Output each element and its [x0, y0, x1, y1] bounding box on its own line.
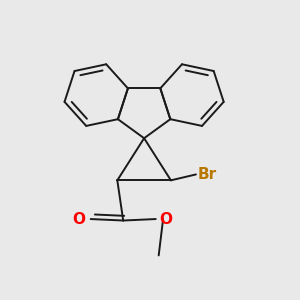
Text: Br: Br	[197, 167, 217, 182]
Text: O: O	[159, 212, 172, 226]
Text: O: O	[72, 212, 86, 226]
